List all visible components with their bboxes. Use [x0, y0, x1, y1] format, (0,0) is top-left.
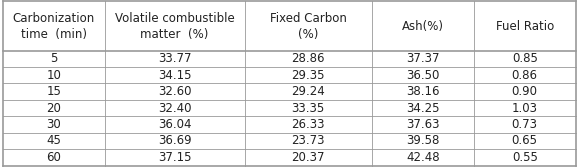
FancyBboxPatch shape [3, 67, 104, 84]
Text: 32.40: 32.40 [158, 102, 192, 115]
FancyBboxPatch shape [372, 116, 474, 133]
FancyBboxPatch shape [245, 116, 372, 133]
FancyBboxPatch shape [245, 1, 372, 51]
Text: 33.35: 33.35 [291, 102, 325, 115]
FancyBboxPatch shape [104, 1, 245, 51]
FancyBboxPatch shape [474, 1, 576, 51]
Text: 37.63: 37.63 [406, 118, 440, 131]
FancyBboxPatch shape [474, 116, 576, 133]
Text: Ash(%): Ash(%) [402, 20, 444, 33]
Text: 34.15: 34.15 [158, 69, 192, 82]
FancyBboxPatch shape [104, 100, 245, 116]
Text: 26.33: 26.33 [291, 118, 325, 131]
Text: 10: 10 [46, 69, 61, 82]
Text: 39.58: 39.58 [406, 134, 440, 147]
Text: 20.37: 20.37 [291, 151, 325, 164]
Text: 0.73: 0.73 [512, 118, 538, 131]
FancyBboxPatch shape [3, 51, 104, 67]
Text: 29.35: 29.35 [291, 69, 325, 82]
FancyBboxPatch shape [372, 133, 474, 149]
Text: 15: 15 [46, 85, 61, 98]
FancyBboxPatch shape [104, 67, 245, 84]
FancyBboxPatch shape [372, 100, 474, 116]
FancyBboxPatch shape [372, 51, 474, 67]
FancyBboxPatch shape [372, 84, 474, 100]
Text: 23.73: 23.73 [291, 134, 325, 147]
Text: 0.85: 0.85 [512, 52, 538, 65]
Text: 1.03: 1.03 [512, 102, 538, 115]
Text: 42.48: 42.48 [406, 151, 440, 164]
FancyBboxPatch shape [3, 116, 104, 133]
FancyBboxPatch shape [245, 133, 372, 149]
FancyBboxPatch shape [474, 149, 576, 165]
FancyBboxPatch shape [245, 67, 372, 84]
Text: 33.77: 33.77 [158, 52, 192, 65]
FancyBboxPatch shape [474, 67, 576, 84]
Text: 0.90: 0.90 [512, 85, 538, 98]
Text: 38.16: 38.16 [406, 85, 440, 98]
Text: 60: 60 [46, 151, 61, 164]
FancyBboxPatch shape [245, 149, 372, 165]
Text: 32.60: 32.60 [158, 85, 192, 98]
FancyBboxPatch shape [104, 149, 245, 165]
FancyBboxPatch shape [104, 133, 245, 149]
FancyBboxPatch shape [372, 149, 474, 165]
Text: 34.25: 34.25 [406, 102, 440, 115]
FancyBboxPatch shape [3, 133, 104, 149]
FancyBboxPatch shape [474, 133, 576, 149]
FancyBboxPatch shape [104, 51, 245, 67]
Text: 36.50: 36.50 [406, 69, 440, 82]
FancyBboxPatch shape [104, 116, 245, 133]
FancyBboxPatch shape [104, 84, 245, 100]
Text: Volatile combustible
matter  (%): Volatile combustible matter (%) [115, 12, 234, 41]
FancyBboxPatch shape [245, 51, 372, 67]
Text: 0.86: 0.86 [512, 69, 538, 82]
FancyBboxPatch shape [372, 1, 474, 51]
Text: 29.24: 29.24 [291, 85, 325, 98]
FancyBboxPatch shape [245, 100, 372, 116]
Text: 36.04: 36.04 [158, 118, 192, 131]
FancyBboxPatch shape [245, 84, 372, 100]
Text: 0.65: 0.65 [512, 134, 538, 147]
FancyBboxPatch shape [474, 100, 576, 116]
FancyBboxPatch shape [3, 84, 104, 100]
Text: 20: 20 [46, 102, 61, 115]
Text: Carbonization
time  (min): Carbonization time (min) [13, 12, 95, 41]
FancyBboxPatch shape [474, 84, 576, 100]
Text: Fixed Carbon
(%): Fixed Carbon (%) [270, 12, 347, 41]
FancyBboxPatch shape [372, 67, 474, 84]
Text: 37.37: 37.37 [406, 52, 440, 65]
FancyBboxPatch shape [3, 149, 104, 165]
FancyBboxPatch shape [3, 1, 104, 51]
Text: 45: 45 [46, 134, 61, 147]
Text: 28.86: 28.86 [291, 52, 325, 65]
FancyBboxPatch shape [474, 51, 576, 67]
Text: 0.55: 0.55 [512, 151, 538, 164]
Text: 30: 30 [46, 118, 61, 131]
Text: 37.15: 37.15 [158, 151, 192, 164]
Text: 5: 5 [50, 52, 57, 65]
Text: 36.69: 36.69 [158, 134, 192, 147]
FancyBboxPatch shape [3, 100, 104, 116]
Text: Fuel Ratio: Fuel Ratio [496, 20, 554, 33]
